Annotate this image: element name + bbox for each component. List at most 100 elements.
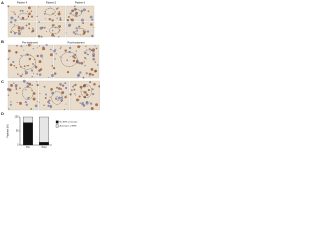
stain [57, 99, 59, 101]
stain [88, 72, 92, 76]
stain [28, 96, 30, 99]
stain [92, 57, 96, 61]
stain [84, 91, 87, 94]
stain [10, 83, 13, 87]
stain [80, 62, 84, 65]
stain [36, 83, 39, 87]
stain [28, 82, 32, 86]
stain [16, 92, 18, 94]
stain [48, 99, 51, 102]
stain [75, 27, 78, 30]
stain [68, 23, 72, 27]
legend-swatch [55, 120, 59, 124]
stain [40, 35, 43, 38]
stain [30, 69, 34, 72]
stain [78, 61, 81, 65]
stain [13, 11, 15, 13]
stain [32, 92, 36, 95]
stain [84, 57, 87, 59]
stain [72, 55, 75, 58]
bar-segment [23, 122, 33, 146]
stain [60, 46, 62, 48]
stain [32, 27, 34, 30]
stain [15, 85, 18, 88]
stain [82, 8, 86, 12]
outline [51, 91, 63, 105]
stain [32, 47, 35, 50]
stain [8, 108, 10, 110]
stain [11, 11, 13, 13]
outline [71, 9, 82, 17]
stain [36, 80, 38, 82]
stain [10, 16, 14, 20]
stain [85, 93, 89, 97]
stain [20, 75, 23, 78]
stain [38, 101, 40, 103]
stain [9, 63, 13, 67]
stain [27, 65, 30, 67]
stain [71, 89, 73, 91]
stain [90, 106, 94, 110]
stain [85, 101, 89, 105]
stain [90, 68, 94, 71]
stain [28, 23, 31, 26]
stain [73, 5, 76, 8]
stain [79, 102, 81, 104]
stain [75, 59, 79, 63]
stain [9, 103, 12, 106]
stain [73, 88, 76, 91]
stain [53, 24, 55, 26]
stain [68, 50, 71, 54]
micrograph [36, 21, 66, 38]
stain [63, 108, 65, 111]
stain [43, 104, 45, 106]
stain [44, 97, 47, 99]
stain [31, 31, 33, 33]
stain [60, 88, 63, 91]
stain [10, 31, 13, 34]
column-header: Post-treatment [67, 41, 84, 45]
stain [38, 60, 42, 63]
stain [12, 60, 15, 64]
stain [38, 6, 40, 8]
stain [68, 46, 72, 50]
stain [30, 10, 33, 13]
panel-label: D [1, 111, 4, 116]
stain [57, 12, 61, 16]
stain [39, 93, 41, 95]
micrograph [7, 80, 39, 111]
column-header: Patient 4 [17, 1, 28, 5]
stain [14, 83, 18, 87]
x-tick-label: Pre [26, 146, 30, 149]
stain [59, 17, 62, 19]
outline [19, 54, 36, 70]
stain [58, 10, 61, 13]
stain [10, 21, 13, 24]
stain [58, 96, 61, 100]
stain [16, 45, 18, 47]
stain [76, 30, 78, 32]
bar-segment [39, 142, 49, 146]
stain [49, 53, 53, 57]
stain [22, 79, 26, 83]
stain [42, 57, 44, 59]
stain [87, 88, 90, 92]
stain [94, 70, 97, 73]
stain [44, 93, 47, 96]
stain [16, 73, 19, 76]
stain [66, 19, 70, 22]
stain [75, 94, 77, 96]
stain [37, 47, 39, 49]
stain [73, 84, 75, 86]
outline [75, 28, 87, 36]
stain [30, 15, 34, 18]
stain [92, 55, 95, 58]
outline [49, 26, 60, 34]
stain [82, 103, 86, 107]
stain [74, 93, 76, 95]
stain [21, 9, 24, 12]
stain [72, 85, 75, 88]
bar-segment [23, 116, 33, 123]
stain [42, 47, 46, 51]
stain [78, 25, 81, 28]
